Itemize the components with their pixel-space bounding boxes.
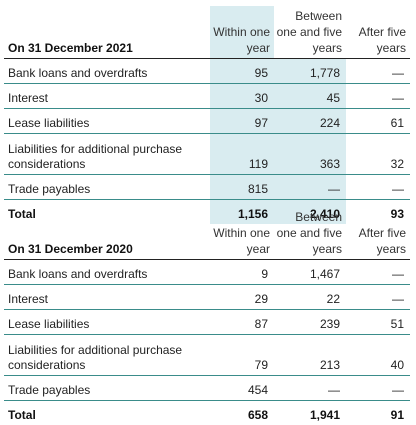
table-row: Lease liabilities 97 224 61 [4, 109, 410, 134]
cell-within-one-year: 95 [210, 59, 274, 84]
cell-after-five-years: 61 [346, 109, 410, 134]
total-after-five-years: 91 [346, 401, 410, 425]
table-row: Bank loans and overdrafts 95 1,778 — [4, 59, 410, 84]
cell-after-five-years: — [346, 59, 410, 84]
cell-within-one-year: 9 [210, 260, 274, 285]
cell-within-one-year: 29 [210, 285, 274, 310]
column-header-between-one-and-five-years: Between one and five years [274, 207, 346, 260]
table-row: Trade payables 815 — — [4, 175, 410, 200]
row-label: Liabilities for additional purchase cons… [4, 134, 210, 175]
cell-between-one-and-five-years: 1,778 [274, 59, 346, 84]
row-label: Lease liabilities [4, 109, 210, 134]
cell-within-one-year: 30 [210, 84, 274, 109]
row-label: Bank loans and overdrafts [4, 59, 210, 84]
cell-after-five-years: — [346, 84, 410, 109]
row-label: Interest [4, 285, 210, 310]
cell-within-one-year: 815 [210, 175, 274, 200]
cell-after-five-years: 32 [346, 134, 410, 175]
table-row: Interest 30 45 — [4, 84, 410, 109]
column-header-within-one-year: Within one year [210, 207, 274, 260]
table-row: Trade payables 454 — — [4, 376, 410, 401]
table-row: Lease liabilities 87 239 51 [4, 310, 410, 335]
column-header-between-one-and-five-years: Between one and five years [274, 6, 346, 59]
column-header-after-five-years: After five years [346, 6, 410, 59]
cell-between-one-and-five-years: 22 [274, 285, 346, 310]
cell-between-one-and-five-years: 363 [274, 134, 346, 175]
table-header-row: On 31 December 2020 Within one year Betw… [4, 207, 410, 260]
row-label: Trade payables [4, 376, 210, 401]
cell-within-one-year: 97 [210, 109, 274, 134]
column-header-within-one-year: Within one year [210, 6, 274, 59]
table-row: Liabilities for additional purchase cons… [4, 134, 410, 175]
table-caption: On 31 December 2020 [4, 207, 210, 260]
table-row: Bank loans and overdrafts 9 1,467 — [4, 260, 410, 285]
table-row: Liabilities for additional purchase cons… [4, 335, 410, 376]
maturity-table-2020: On 31 December 2020 Within one year Betw… [4, 207, 410, 425]
total-within-one-year: 658 [210, 401, 274, 425]
cell-after-five-years: — [346, 260, 410, 285]
cell-between-one-and-five-years: 1,467 [274, 260, 346, 285]
row-label: Trade payables [4, 175, 210, 200]
cell-between-one-and-five-years: 45 [274, 84, 346, 109]
column-header-after-five-years: After five years [346, 207, 410, 260]
total-row: Total 658 1,941 91 [4, 401, 410, 425]
cell-within-one-year: 454 [210, 376, 274, 401]
cell-within-one-year: 79 [210, 335, 274, 376]
maturity-table-2021: On 31 December 2021 Within one year Betw… [4, 6, 410, 224]
total-label: Total [4, 401, 210, 425]
table-row: Interest 29 22 — [4, 285, 410, 310]
row-label: Interest [4, 84, 210, 109]
table-header-row: On 31 December 2021 Within one year Betw… [4, 6, 410, 59]
cell-within-one-year: 87 [210, 310, 274, 335]
cell-after-five-years: 51 [346, 310, 410, 335]
row-label: Bank loans and overdrafts [4, 260, 210, 285]
table-caption: On 31 December 2021 [4, 6, 210, 59]
cell-after-five-years: 40 [346, 335, 410, 376]
cell-between-one-and-five-years: 224 [274, 109, 346, 134]
cell-between-one-and-five-years: 239 [274, 310, 346, 335]
cell-between-one-and-five-years: — [274, 175, 346, 200]
row-label: Lease liabilities [4, 310, 210, 335]
total-between-one-and-five-years: 1,941 [274, 401, 346, 425]
cell-after-five-years: — [346, 376, 410, 401]
cell-after-five-years: — [346, 285, 410, 310]
cell-after-five-years: — [346, 175, 410, 200]
cell-between-one-and-five-years: — [274, 376, 346, 401]
cell-between-one-and-five-years: 213 [274, 335, 346, 376]
cell-within-one-year: 119 [210, 134, 274, 175]
row-label: Liabilities for additional purchase cons… [4, 335, 210, 376]
